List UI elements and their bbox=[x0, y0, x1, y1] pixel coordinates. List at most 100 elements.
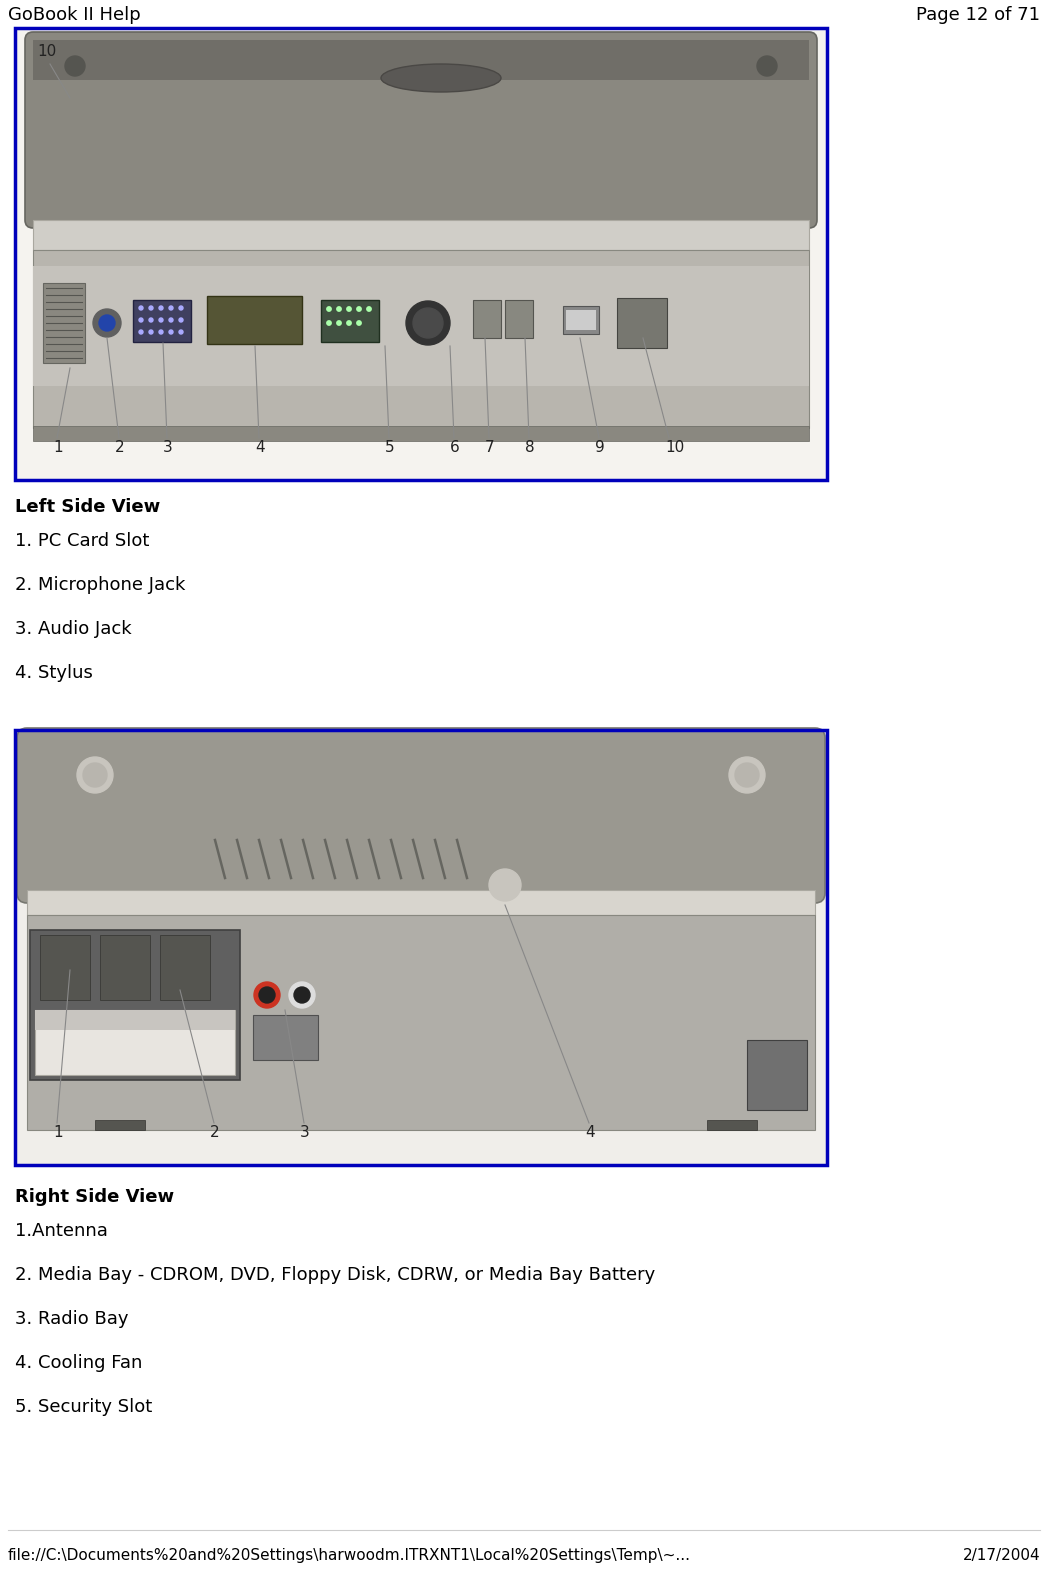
Bar bbox=[27, 915, 815, 1130]
Circle shape bbox=[356, 320, 362, 325]
Bar bbox=[707, 1119, 757, 1130]
Bar bbox=[15, 28, 827, 480]
Circle shape bbox=[169, 306, 173, 309]
Circle shape bbox=[149, 330, 153, 334]
Circle shape bbox=[149, 306, 153, 309]
Text: 6: 6 bbox=[450, 440, 460, 455]
Bar bbox=[15, 730, 827, 1165]
Circle shape bbox=[406, 301, 450, 345]
Bar bbox=[133, 300, 191, 342]
Circle shape bbox=[139, 306, 143, 309]
Text: 8: 8 bbox=[525, 440, 534, 455]
Bar bbox=[747, 1039, 807, 1110]
Circle shape bbox=[757, 57, 777, 75]
Text: 10: 10 bbox=[37, 44, 57, 60]
Text: 3. Radio Bay: 3. Radio Bay bbox=[15, 1309, 129, 1328]
Text: file://C:\Documents%20and%20Settings\harwoodm.ITRXNT1\Local%20Settings\Temp\~...: file://C:\Documents%20and%20Settings\har… bbox=[8, 1548, 691, 1564]
Bar bbox=[35, 1010, 235, 1030]
Text: 2: 2 bbox=[210, 1126, 220, 1140]
Text: GoBook II Help: GoBook II Help bbox=[8, 6, 140, 24]
Bar bbox=[95, 1119, 145, 1130]
Bar bbox=[15, 28, 827, 480]
Bar bbox=[473, 300, 501, 338]
Circle shape bbox=[65, 57, 85, 75]
Circle shape bbox=[83, 763, 107, 787]
Circle shape bbox=[179, 306, 183, 309]
FancyBboxPatch shape bbox=[17, 728, 825, 903]
Text: 1: 1 bbox=[53, 1126, 63, 1140]
Bar bbox=[208, 297, 302, 344]
Circle shape bbox=[489, 870, 521, 901]
Circle shape bbox=[327, 320, 331, 325]
Circle shape bbox=[179, 330, 183, 334]
Text: 2. Media Bay - CDROM, DVD, Floppy Disk, CDRW, or Media Bay Battery: 2. Media Bay - CDROM, DVD, Floppy Disk, … bbox=[15, 1265, 655, 1284]
Circle shape bbox=[169, 330, 173, 334]
Ellipse shape bbox=[381, 64, 501, 93]
FancyBboxPatch shape bbox=[25, 31, 817, 228]
Text: 3. Audio Jack: 3. Audio Jack bbox=[15, 620, 132, 637]
Bar bbox=[563, 306, 599, 334]
Bar bbox=[32, 250, 809, 429]
Text: 1. PC Card Slot: 1. PC Card Slot bbox=[15, 532, 150, 550]
Text: 2. Microphone Jack: 2. Microphone Jack bbox=[15, 576, 185, 593]
Text: 1: 1 bbox=[53, 440, 63, 455]
Circle shape bbox=[149, 319, 153, 322]
Text: 9: 9 bbox=[595, 440, 605, 455]
Text: 3: 3 bbox=[300, 1126, 310, 1140]
Bar bbox=[32, 220, 809, 250]
Circle shape bbox=[336, 306, 342, 311]
Text: 5: 5 bbox=[385, 440, 395, 455]
Bar bbox=[505, 300, 533, 338]
Text: 4: 4 bbox=[255, 440, 265, 455]
Circle shape bbox=[139, 330, 143, 334]
Bar bbox=[27, 890, 815, 915]
Text: 4. Stylus: 4. Stylus bbox=[15, 664, 93, 681]
Circle shape bbox=[259, 988, 275, 1003]
Circle shape bbox=[139, 319, 143, 322]
Circle shape bbox=[356, 306, 362, 311]
Bar bbox=[100, 936, 150, 1000]
Circle shape bbox=[77, 757, 113, 793]
Circle shape bbox=[367, 306, 371, 311]
Circle shape bbox=[347, 320, 351, 325]
Bar bbox=[160, 936, 210, 1000]
Circle shape bbox=[254, 981, 280, 1008]
Text: 10: 10 bbox=[665, 440, 684, 455]
Bar bbox=[15, 730, 827, 1165]
Circle shape bbox=[735, 763, 759, 787]
Text: 4. Cooling Fan: 4. Cooling Fan bbox=[15, 1353, 143, 1372]
Circle shape bbox=[179, 319, 183, 322]
Text: Page 12 of 71: Page 12 of 71 bbox=[916, 6, 1040, 24]
Circle shape bbox=[289, 981, 315, 1008]
Circle shape bbox=[413, 308, 443, 338]
Text: 3: 3 bbox=[163, 440, 173, 455]
Bar bbox=[30, 929, 240, 1080]
Circle shape bbox=[93, 309, 121, 338]
Circle shape bbox=[336, 320, 342, 325]
Circle shape bbox=[729, 757, 765, 793]
Text: 2/17/2004: 2/17/2004 bbox=[962, 1548, 1040, 1564]
Bar bbox=[32, 265, 809, 386]
Bar bbox=[566, 309, 596, 330]
Circle shape bbox=[327, 306, 331, 311]
Text: 1.Antenna: 1.Antenna bbox=[15, 1221, 108, 1240]
Bar bbox=[32, 39, 809, 80]
Circle shape bbox=[159, 330, 163, 334]
Circle shape bbox=[99, 316, 115, 331]
Circle shape bbox=[159, 319, 163, 322]
Text: 5. Security Slot: 5. Security Slot bbox=[15, 1397, 152, 1416]
Text: 7: 7 bbox=[485, 440, 495, 455]
Bar bbox=[35, 1010, 235, 1075]
Bar bbox=[32, 425, 809, 441]
Text: Left Side View: Left Side View bbox=[15, 498, 160, 517]
Circle shape bbox=[347, 306, 351, 311]
Bar bbox=[40, 936, 90, 1000]
Circle shape bbox=[294, 988, 310, 1003]
Bar bbox=[617, 298, 667, 349]
Circle shape bbox=[169, 319, 173, 322]
Bar bbox=[253, 1014, 318, 1060]
Bar bbox=[321, 300, 379, 342]
Text: 4: 4 bbox=[585, 1126, 594, 1140]
Bar bbox=[43, 283, 85, 363]
Text: 2: 2 bbox=[115, 440, 125, 455]
